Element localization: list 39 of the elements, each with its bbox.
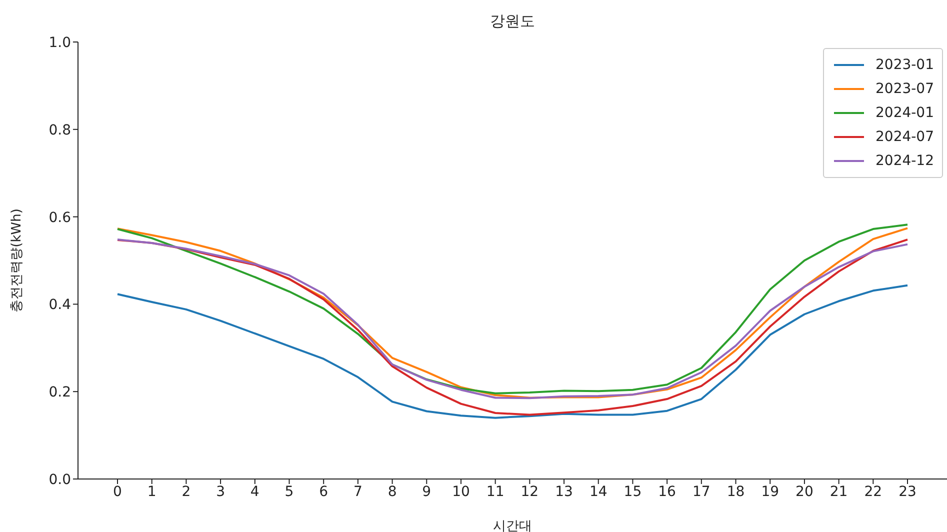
legend-label: 2024-12 — [876, 153, 934, 169]
x-tick-label: 0 — [113, 484, 122, 500]
x-tick-label: 11 — [486, 484, 504, 500]
y-tick-label: 0.2 — [48, 384, 71, 401]
y-tick-label: 1.0 — [48, 34, 71, 51]
y-tick-label: 0.8 — [48, 122, 71, 138]
x-tick-label: 8 — [388, 484, 397, 500]
x-tick-label: 6 — [319, 484, 328, 500]
x-tick-label: 5 — [284, 484, 294, 500]
x-tick-label: 14 — [589, 484, 608, 500]
x-tick-label: 21 — [830, 484, 848, 500]
y-tick-label: 0.6 — [48, 210, 72, 226]
x-tick-label: 2 — [182, 484, 191, 500]
legend-label: 2024-01 — [876, 105, 934, 121]
x-tick-label: 3 — [216, 484, 226, 500]
legend-label: 2024-07 — [876, 129, 934, 145]
x-tick-label: 9 — [422, 484, 432, 500]
x-tick-label: 15 — [624, 484, 642, 500]
legend-label: 2023-01 — [876, 57, 934, 73]
x-tick-label: 22 — [864, 484, 882, 500]
x-tick-label: 16 — [658, 484, 676, 500]
x-tick-label: 19 — [761, 484, 780, 500]
x-tick-label: 12 — [520, 484, 539, 500]
y-tick-label: 0.4 — [48, 297, 72, 314]
x-tick-label: 10 — [452, 484, 470, 500]
x-tick-label: 7 — [353, 484, 362, 500]
x-tick-label: 4 — [250, 484, 260, 500]
x-tick-label: 20 — [796, 484, 814, 500]
legend-label: 2023-07 — [876, 81, 934, 97]
chart-title: 강원도 — [489, 12, 536, 31]
x-tick-label: 23 — [898, 484, 916, 500]
y-axis-title: 충전전력량(kWh) — [10, 208, 25, 312]
x-tick-label: 13 — [555, 484, 573, 500]
line-series — [116, 284, 908, 419]
y-tick-label: 0.0 — [48, 472, 71, 488]
x-tick-label: 1 — [147, 484, 156, 500]
x-tick-label: 17 — [692, 484, 710, 500]
x-axis-title: 시간대 — [493, 519, 532, 532]
x-tick-label: 18 — [726, 484, 745, 500]
